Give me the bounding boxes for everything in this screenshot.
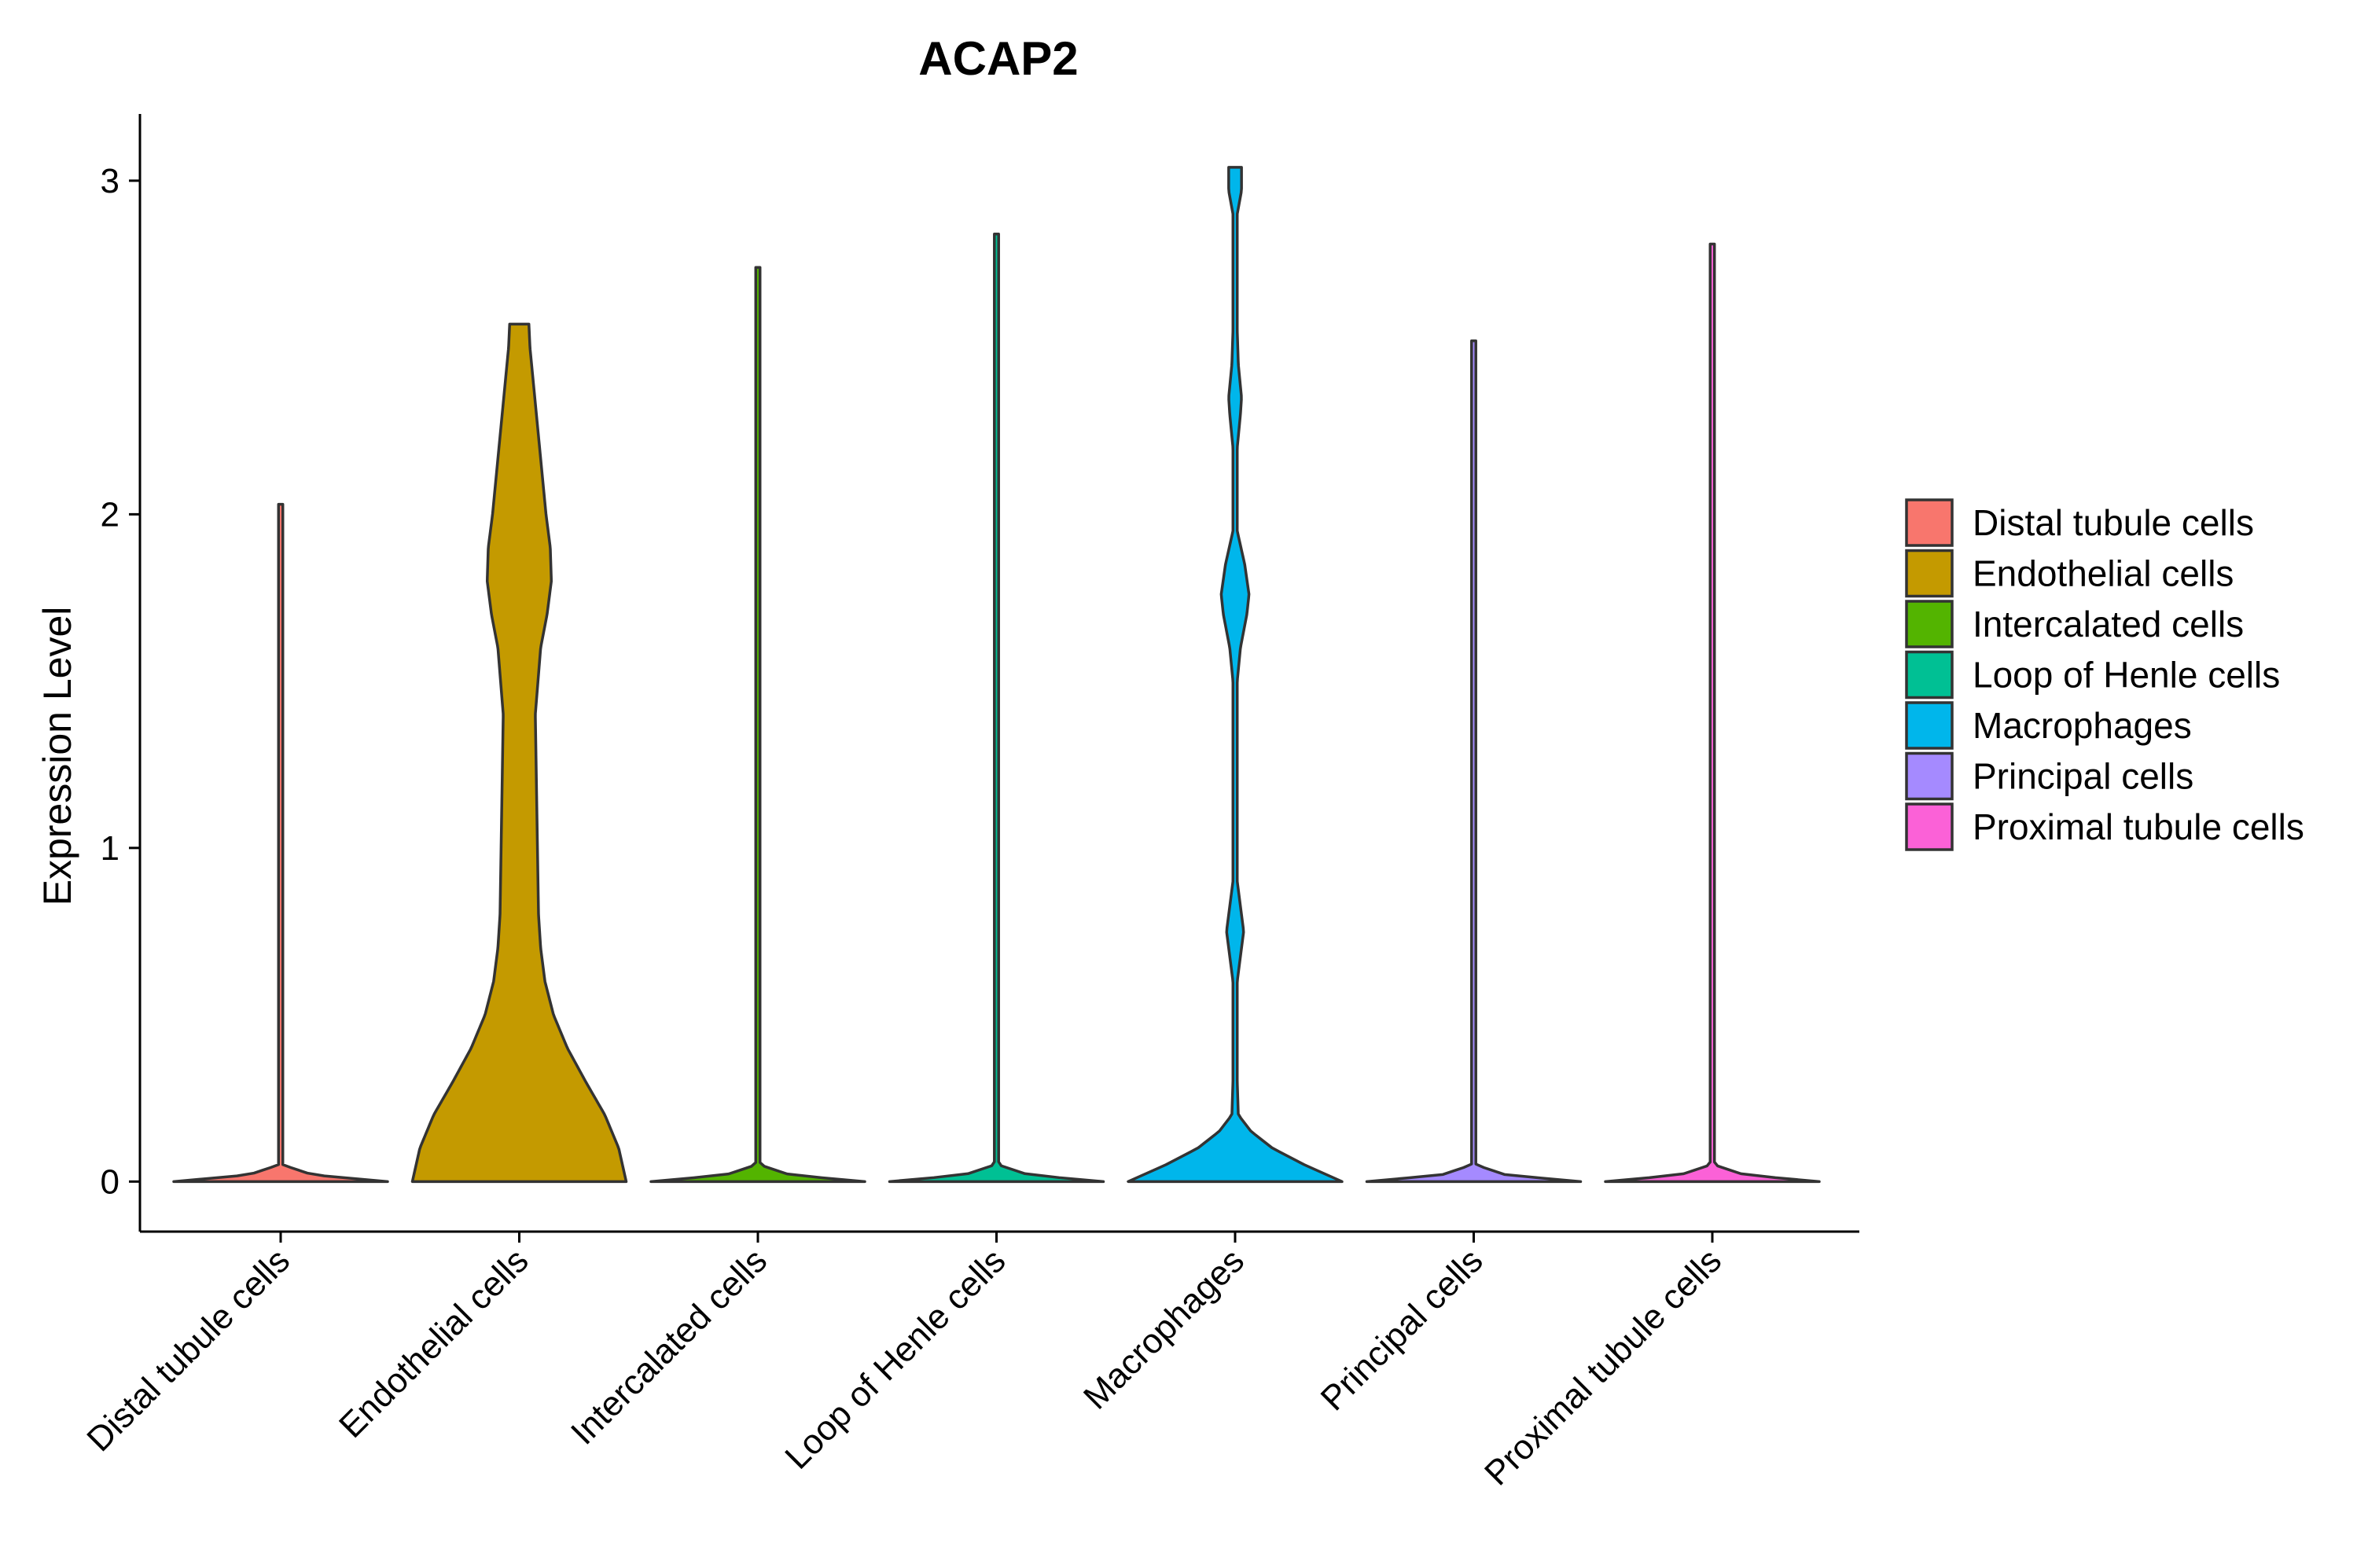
chart-title: ACAP2 — [918, 32, 1078, 85]
y-axis-title: Expression Level — [35, 607, 79, 906]
legend-label: Intercalated cells — [1973, 604, 2244, 644]
violin-proximal-tubule-cells — [1604, 242, 1821, 1184]
legend-label: Distal tubule cells — [1973, 502, 2254, 543]
x-tick-label: Distal tubule cells — [79, 1241, 297, 1459]
violin-distal-tubule-cells — [172, 502, 389, 1184]
legend-key — [1905, 650, 1954, 700]
y-tick-label: 3 — [101, 162, 120, 200]
legend-label: Proximal tubule cells — [1973, 806, 2304, 847]
legend-key — [1905, 701, 1954, 750]
legend: Distal tubule cells Endothelial cells Inte… — [1905, 498, 2304, 851]
x-tick-label: Principal cells — [1314, 1241, 1491, 1418]
x-tick-label: Macrophages — [1076, 1241, 1252, 1416]
violin-macrophages — [1127, 166, 1344, 1184]
legend-key — [1905, 802, 1954, 851]
violin-intercalated-cells — [649, 266, 866, 1184]
legend-label: Principal cells — [1973, 756, 2193, 797]
violin-loop-of-henle-cells — [888, 233, 1105, 1184]
violin-endothelial-cells — [410, 322, 628, 1184]
x-tick-label: Loop of Henle cells — [778, 1241, 1013, 1476]
legend-key — [1905, 549, 1954, 598]
x-tick-label: Endothelial cells — [332, 1241, 535, 1445]
x-ticks-group: Distal tubule cells Endothelial cells Inte… — [79, 1232, 1729, 1493]
axes-group — [138, 114, 1859, 1233]
legend-label: Endothelial cells — [1973, 553, 2234, 594]
y-tick-label: 2 — [101, 495, 120, 534]
x-tick-label: Proximal tubule cells — [1477, 1241, 1729, 1493]
legend-key — [1905, 600, 1954, 648]
y-ticks-group: 0 1 2 3 — [101, 162, 140, 1201]
legend-key — [1905, 498, 1954, 547]
y-tick-label: 1 — [101, 829, 120, 868]
violins-group — [172, 166, 1821, 1184]
legend-key — [1905, 751, 1954, 801]
x-tick-label: Intercalated cells — [564, 1241, 774, 1452]
legend-label: Loop of Henle cells — [1973, 655, 2280, 696]
y-tick-label: 0 — [101, 1162, 120, 1201]
violin-principal-cells — [1365, 339, 1583, 1184]
legend-label: Macrophages — [1973, 705, 2192, 746]
